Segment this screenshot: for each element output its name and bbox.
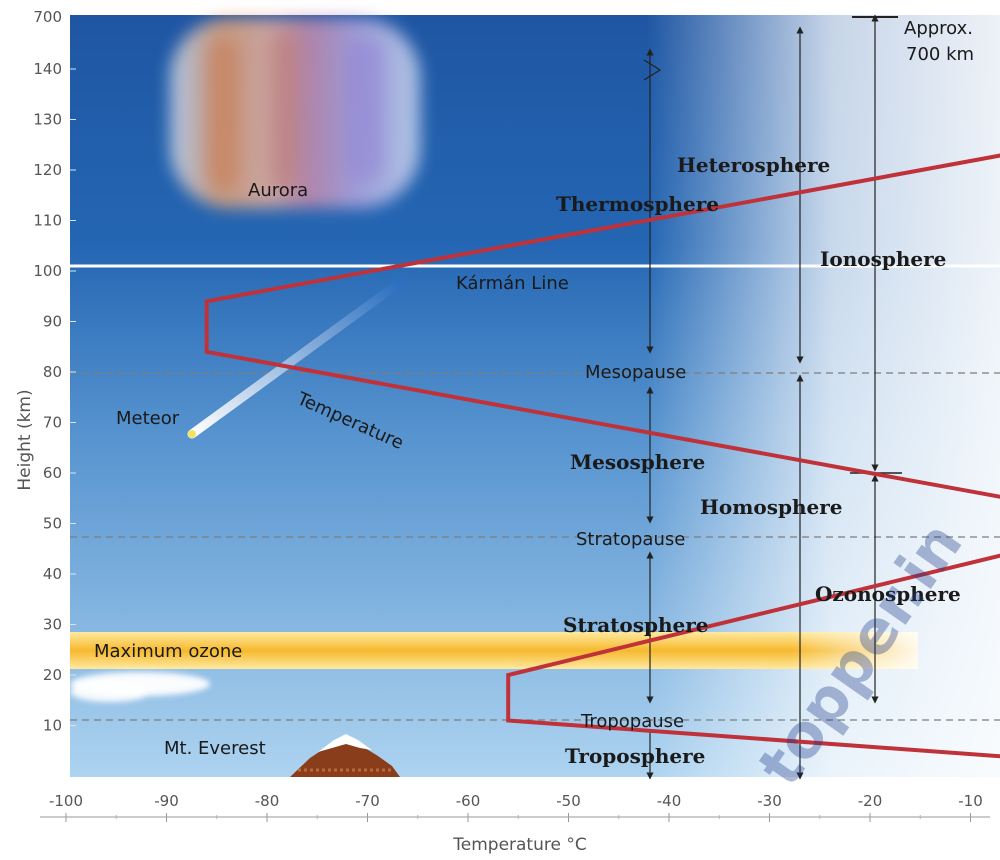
x-tick-label: -10: [958, 792, 983, 810]
y-tick-label: 20: [43, 666, 62, 684]
y-axis-ticks: 10 20 30 40 50 60 70 80 90 100 110 120 130 140: [33, 60, 76, 735]
top-note-line2: 700 km: [906, 44, 974, 65]
x-tick-label: -40: [657, 792, 682, 810]
mesopause-label: Mesopause: [585, 362, 686, 383]
meteor-label: Meteor: [116, 408, 180, 429]
x-tick-label: -70: [355, 792, 380, 810]
cloud: [70, 672, 210, 702]
y-tick-label-top: 700: [33, 8, 62, 26]
stratopause-label: Stratopause: [576, 529, 685, 550]
x-tick-label: -80: [255, 792, 280, 810]
y-tick-label: 120: [33, 161, 62, 179]
x-tick-label: -90: [154, 792, 179, 810]
x-tick-label: -20: [858, 792, 883, 810]
y-tick-label: 140: [33, 60, 62, 78]
x-axis-title: Temperature °C: [452, 835, 586, 855]
homosphere-label: Homosphere: [700, 495, 843, 519]
y-tick-label: 30: [43, 616, 62, 634]
everest-label: Mt. Everest: [164, 738, 266, 759]
y-tick-label: 80: [43, 363, 62, 381]
mountain-illustration: [290, 734, 400, 777]
thermosphere-label: Thermosphere: [556, 192, 719, 216]
tropopause-label: Tropopause: [580, 711, 684, 732]
y-tick-label: 70: [43, 414, 62, 432]
y-tick-label: 130: [33, 111, 62, 129]
heterosphere-label: Heterosphere: [677, 153, 830, 177]
mesosphere-label: Mesosphere: [570, 450, 705, 474]
y-tick-label: 10: [43, 717, 62, 735]
troposphere-label: Troposphere: [565, 744, 705, 768]
meteor-illustration: [187, 278, 404, 439]
y-tick-label: 50: [43, 515, 62, 533]
aurora-label: Aurora: [248, 180, 308, 201]
y-tick-label: 100: [33, 262, 62, 280]
x-tick-label: -30: [757, 792, 782, 810]
karman-line-label: Kármán Line: [456, 273, 569, 294]
stratosphere-label: Stratosphere: [563, 613, 709, 637]
ozonosphere-label: Ozonosphere: [815, 582, 961, 606]
x-tick-label: -100: [49, 792, 83, 810]
y-tick-label: 40: [43, 565, 62, 583]
aurora-illustration: [170, 18, 420, 208]
thermosphere-arrow: [643, 48, 662, 354]
ozone-label: Maximum ozone: [94, 641, 242, 662]
y-axis-title: Height (km): [15, 389, 35, 490]
y-tick-label: 110: [33, 212, 62, 230]
y-tick-label: 60: [43, 464, 62, 482]
x-tick-label: -50: [556, 792, 581, 810]
temperature-line: [204, 153, 1000, 759]
ionosphere-label: Ionosphere: [820, 247, 946, 271]
ozone-band: [70, 632, 918, 669]
y-tick-label: 90: [43, 313, 62, 331]
top-note-line1: Approx.: [904, 18, 973, 39]
x-tick-label: -60: [456, 792, 481, 810]
x-axis-ticks: -100-90-80-70-60-50-40-30-20-10010203040…: [40, 792, 990, 822]
